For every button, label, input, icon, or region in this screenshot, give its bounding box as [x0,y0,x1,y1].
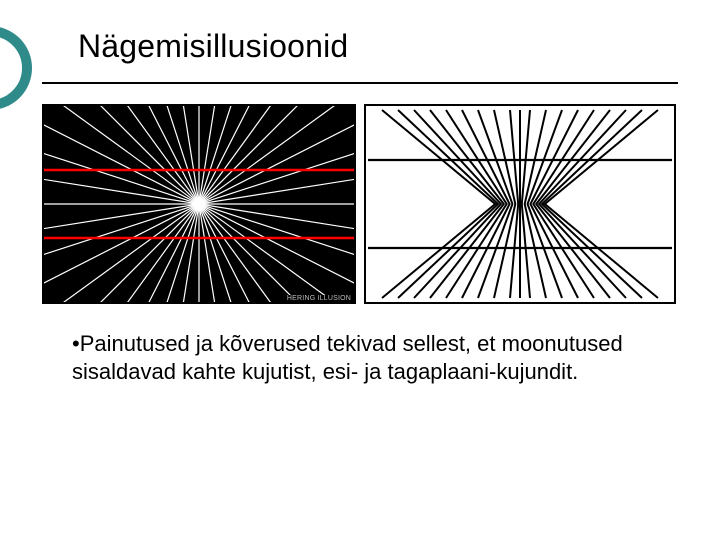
slide: Nägemisillusioonid HERING ILLUSION •Pain… [0,0,720,540]
bullet-glyph: • [72,331,80,356]
title-underline [42,82,678,84]
body-paragraph: •Painutused ja kõverused tekivad sellest… [72,330,632,386]
figure-hering-illusion: HERING ILLUSION [42,104,356,304]
figures-row: HERING ILLUSION [42,104,678,304]
figure-caption: HERING ILLUSION [286,295,352,302]
figure-wundt-illusion [364,104,676,304]
slide-title: Nägemisillusioonid [78,28,348,65]
wundt-illusion-svg [366,106,674,302]
hering-illusion-svg [44,106,354,302]
accent-ring [0,26,32,110]
body-text-content: Painutused ja kõverused tekivad sellest,… [72,331,623,384]
